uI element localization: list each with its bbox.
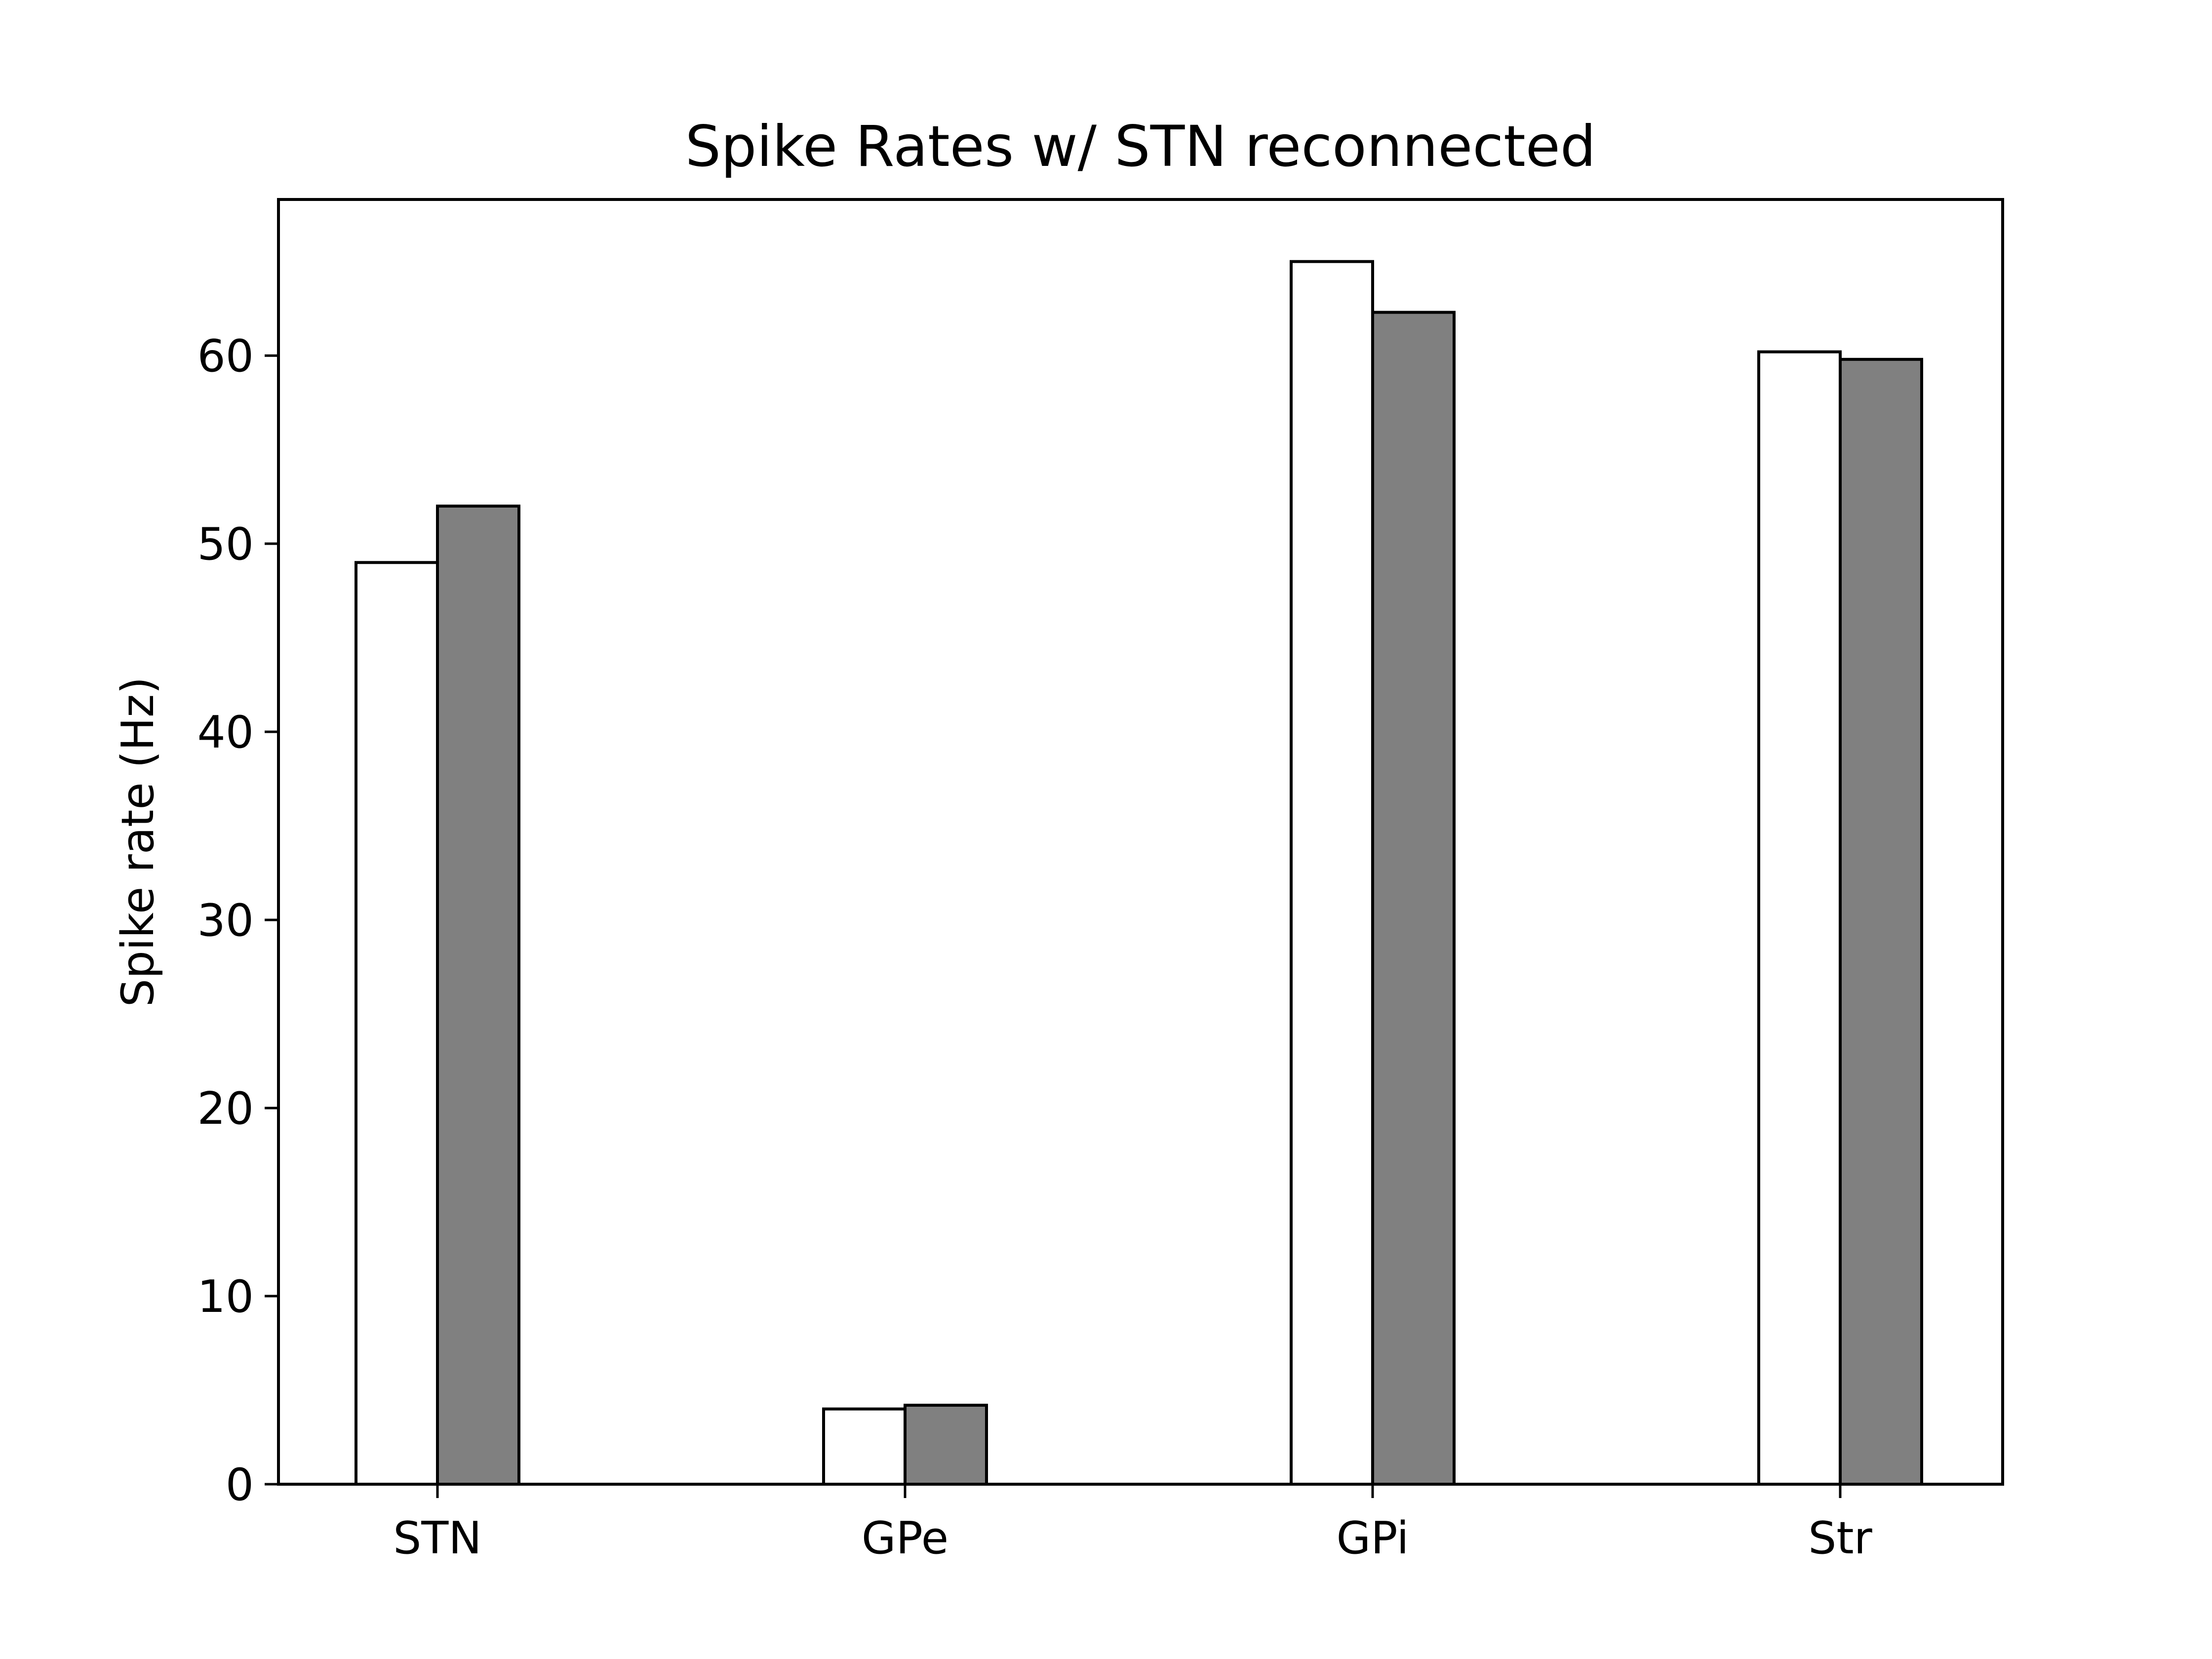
y-tick-label: 60 [197, 330, 254, 382]
chart-title: Spike Rates w/ STN reconnected [685, 114, 1596, 179]
ticks-layer: STN GPe GPi Str 0 10 20 30 40 50 60 [197, 330, 1872, 1564]
bar-str-series-1 [1757, 350, 1842, 1486]
bar-gpi-series-1 [1290, 260, 1374, 1486]
x-tick-label: GPi [1336, 1512, 1409, 1564]
bar-gpi-series-2 [1371, 311, 1456, 1486]
plot-frame [277, 198, 2004, 1486]
bar-str-series-2 [1839, 357, 1923, 1486]
x-tick-label: Str [1808, 1512, 1872, 1564]
y-tick-label: 30 [197, 895, 254, 947]
y-tick-label: 20 [197, 1083, 254, 1135]
y-axis-label: Spike rate (Hz) [112, 677, 164, 1007]
y-tick-label: 0 [226, 1459, 254, 1511]
bar-stn-series-1 [355, 561, 439, 1486]
y-tick-label: 40 [197, 707, 254, 758]
bar-gpe-series-2 [904, 1403, 988, 1486]
bar-stn-series-2 [436, 504, 520, 1486]
bars-layer [355, 260, 1923, 1486]
y-tick-label: 10 [197, 1271, 254, 1323]
bar-gpe-series-1 [822, 1407, 907, 1486]
x-tick-label: STN [393, 1512, 481, 1564]
y-tick-label: 50 [197, 518, 254, 570]
x-tick-label: GPe [862, 1512, 948, 1564]
